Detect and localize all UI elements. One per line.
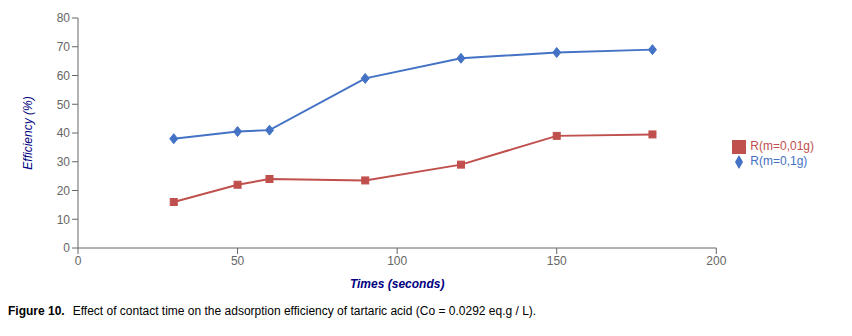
svg-text:70: 70	[57, 40, 71, 54]
svg-text:0: 0	[63, 241, 70, 255]
svg-text:30: 30	[57, 155, 71, 169]
svg-text:20: 20	[57, 184, 71, 198]
html-text:Figure 10.: Figure 10.	[8, 304, 65, 318]
html-text:R(m=0,01g): R(m=0,01g)	[750, 139, 814, 154]
svg-text:40: 40	[57, 126, 71, 140]
svg-text:100: 100	[387, 254, 407, 268]
svg-text:200: 200	[706, 254, 726, 268]
svg-text:150: 150	[547, 254, 567, 268]
svg-text:10: 10	[57, 213, 71, 227]
svg-text:50: 50	[231, 254, 245, 268]
svg-text:0: 0	[75, 254, 82, 268]
svg-text:Efficiency (%): Efficiency (%)	[21, 96, 35, 169]
svg-text:60: 60	[57, 69, 71, 83]
svg-text:Times (seconds): Times (seconds)	[350, 277, 444, 291]
svg-text:50: 50	[57, 98, 71, 112]
svg-text:80: 80	[57, 11, 71, 25]
html-text:R(m=0,1g): R(m=0,1g)	[750, 154, 808, 168]
html-text:Effect of contact time on the: Effect of contact time on the adsorption…	[72, 304, 537, 318]
